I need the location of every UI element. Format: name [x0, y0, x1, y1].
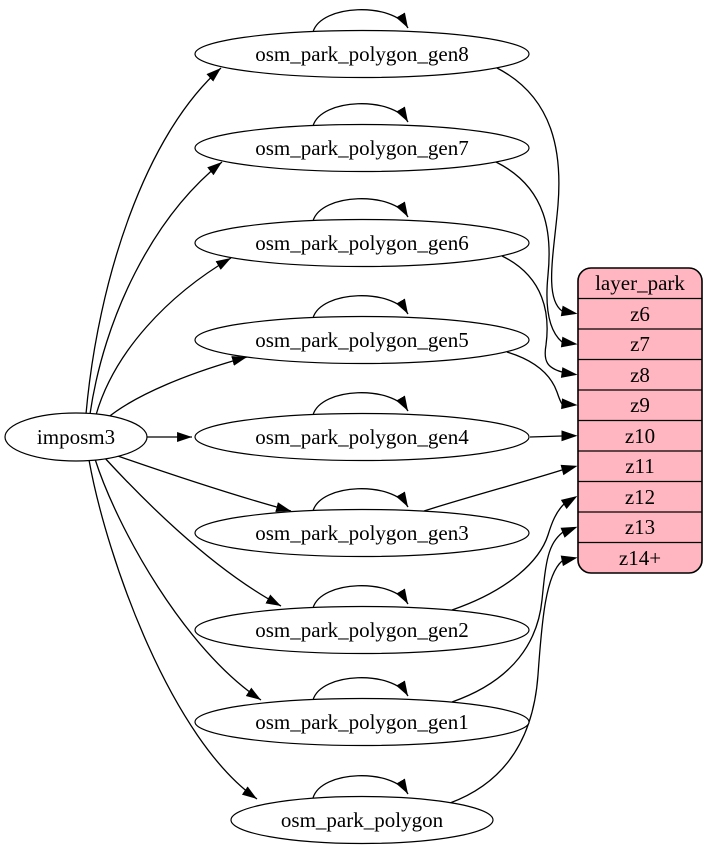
- row-z6: z6: [630, 302, 650, 326]
- edge-imposm3-osm_park_polygon: [88, 459, 258, 800]
- self-loop-osm_park_polygon_gen2: [312, 585, 409, 609]
- edge-osm_park_polygon-z14: [449, 560, 563, 804]
- node-gen3-label: osm_park_polygon_gen3: [255, 521, 468, 545]
- edge-imposm3-osm_park_polygon_gen7: [89, 161, 223, 415]
- edge-imposm3-osm_park_polygon_gen8: [85, 67, 222, 415]
- edge-osm_park_polygon_gen5-z9: [506, 351, 563, 405]
- node-imposm3: imposm3: [4, 412, 148, 462]
- node-osm_park_polygon_gen2: osm_park_polygon_gen2: [194, 605, 530, 655]
- node-imposm3-shape: [4, 412, 148, 462]
- node-gen1-label: osm_park_polygon_gen1: [255, 710, 468, 734]
- edge-osm_park_polygon_gen2-z12: [451, 503, 565, 611]
- arrowhead-z14: [560, 555, 578, 567]
- node-gen6-shape: [194, 218, 530, 268]
- node-gen7-label: osm_park_polygon_gen7: [255, 136, 468, 160]
- node-gen4-shape: [194, 412, 530, 462]
- graph-nodes: imposm3 osm_park_polygon_gen8 osm_park_p…: [4, 29, 530, 845]
- node-gen1-shape: [194, 697, 530, 747]
- edge-imposm3-osm_park_polygon_gen2: [102, 455, 282, 607]
- arrowhead-z10: [561, 430, 578, 442]
- node-osm_park_polygon: osm_park_polygon: [230, 795, 494, 845]
- node-osm_park_polygon_gen6: osm_park_polygon_gen6: [194, 218, 530, 268]
- arrowhead-z8: [560, 367, 578, 378]
- node-polygon-shape: [230, 795, 494, 845]
- node-gen2-label: osm_park_polygon_gen2: [255, 618, 468, 642]
- arrowhead-z12: [560, 495, 578, 510]
- edge-imposm3-osm_park_polygon_gen6: [95, 257, 232, 416]
- node-gen3-shape: [194, 508, 530, 558]
- arrowhead-z11: [560, 464, 578, 476]
- node-gen8-shape: [194, 29, 530, 79]
- node-osm_park_polygon_gen8: osm_park_polygon_gen8: [194, 29, 530, 79]
- edge-imposm3-osm_park_polygon_gen3: [111, 453, 292, 512]
- self-loop-osm_park_polygon_gen6: [312, 198, 409, 222]
- edge-imposm3-osm_park_polygon_gen5: [105, 356, 248, 420]
- node-gen5-label: osm_park_polygon_gen5: [255, 328, 468, 352]
- row-z10: z10: [625, 424, 655, 448]
- edge-imposm3-osm_park_polygon_gen1: [94, 458, 262, 701]
- row-z8: z8: [630, 363, 650, 387]
- row-z7: z7: [630, 332, 650, 356]
- edges-from-imposm3: [85, 67, 292, 800]
- layer-park-header: layer_park: [595, 271, 685, 295]
- node-osm_park_polygon_gen7: osm_park_polygon_gen7: [194, 123, 530, 173]
- node-gen5-shape: [194, 315, 530, 365]
- node-gen2-shape: [194, 605, 530, 655]
- edge-osm_park_polygon_gen7-z7: [495, 161, 563, 343]
- edge-osm_park_polygon_gen3-z11: [423, 469, 563, 512]
- row-z9: z9: [630, 393, 650, 417]
- row-z14: z14+: [619, 546, 661, 570]
- arrowhead-z6: [560, 305, 578, 317]
- node-gen7-shape: [194, 123, 530, 173]
- node-gen4-label: osm_park_polygon_gen4: [255, 425, 469, 449]
- node-osm_park_polygon_gen5: osm_park_polygon_gen5: [194, 315, 530, 365]
- edges-to-layer-park: [423, 67, 578, 804]
- node-osm_park_polygon_gen4: osm_park_polygon_gen4: [194, 412, 530, 462]
- self-loop-edges: [312, 9, 409, 799]
- arrowhead-z7: [560, 336, 578, 348]
- self-loop-osm_park_polygon_gen3: [312, 488, 409, 512]
- arrowhead-z13: [560, 526, 578, 538]
- node-osm_park_polygon_gen3: osm_park_polygon_gen3: [194, 508, 530, 558]
- self-loop-osm_park_polygon_gen7: [312, 103, 409, 127]
- node-imposm3-label: imposm3: [37, 425, 115, 449]
- edge-osm_park_polygon_gen6-z8: [501, 255, 563, 373]
- row-z11: z11: [625, 454, 655, 478]
- node-gen8-label: osm_park_polygon_gen8: [255, 42, 468, 66]
- self-loop-osm_park_polygon_gen5: [312, 295, 409, 319]
- self-loop-osm_park_polygon_gen1: [312, 677, 409, 701]
- self-loop-osm_park_polygon_gen8: [312, 9, 409, 33]
- self-loop-osm_park_polygon: [312, 775, 409, 799]
- layer-park-table: layer_park z6 z7 z8 z9 z10 z11 z12 z13 z…: [577, 267, 703, 574]
- edge-osm_park_polygon_gen8-z6: [496, 67, 563, 312]
- edge-osm_park_polygon_gen1-z13: [451, 531, 564, 703]
- row-z12: z12: [625, 485, 655, 509]
- arrowhead-z9: [561, 398, 578, 410]
- row-z13: z13: [625, 515, 655, 539]
- node-gen6-label: osm_park_polygon_gen6: [255, 231, 468, 255]
- self-loop-osm_park_polygon_gen4: [312, 392, 409, 416]
- node-osm_park_polygon_gen1: osm_park_polygon_gen1: [194, 697, 530, 747]
- edge-osm_park_polygon_gen4-z10: [529, 435, 563, 438]
- node-polygon-label: osm_park_polygon: [281, 808, 444, 832]
